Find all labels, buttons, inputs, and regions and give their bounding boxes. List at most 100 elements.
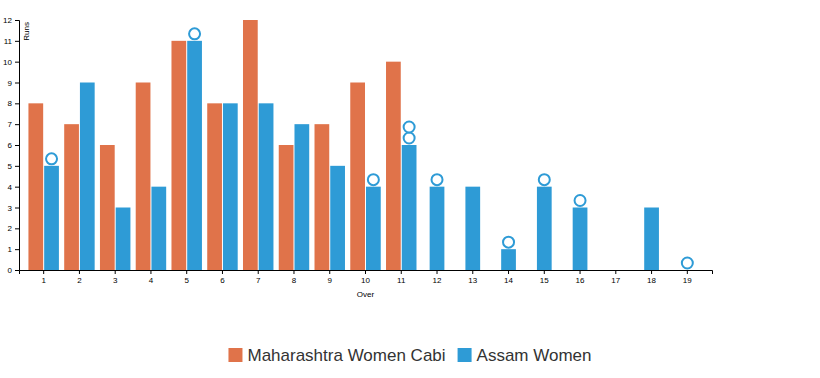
tick: 9 [328,270,333,285]
tick-label: 12 [3,16,12,25]
bar [171,41,186,270]
tick: 12 [433,270,442,285]
tick: 5 [184,270,189,285]
tick-label: 11 [397,276,406,285]
tick-label: 5 [184,276,189,285]
tick-mark [150,270,151,274]
tick-label: 13 [468,276,477,285]
legend-swatch [458,348,472,362]
tick-mark [222,270,223,274]
tick-mark [15,41,19,42]
tick-mark [365,270,366,274]
tick: 10 [3,58,19,67]
tick-mark [651,270,652,274]
tick-mark [115,270,116,274]
tick: 19 [683,270,692,285]
tick-label: 10 [3,58,12,67]
tick: 4 [149,270,154,285]
bar [537,187,552,270]
bar [136,83,151,271]
tick-mark [15,103,19,104]
tick: 3 [8,204,19,213]
wicket-marker [46,153,57,164]
plot-area [28,20,692,270]
tick-label: 4 [8,183,13,192]
tick: 7 [8,120,19,129]
wicket-marker [432,174,443,185]
tick-mark [15,20,19,21]
tick-mark [15,270,19,271]
bar [680,270,695,271]
tick-label: 3 [8,204,13,213]
tick-mark [79,270,80,274]
tick: 6 [8,141,19,150]
tick-mark [615,270,616,274]
tick-label: 19 [683,276,692,285]
tick-label: 1 [41,276,46,285]
tick-mark [329,270,330,274]
tick: 18 [647,270,656,285]
tick: 1 [8,245,19,254]
tick: 7 [256,270,261,285]
wicket-markers [46,28,693,268]
bar [608,270,623,271]
tick-mark [508,270,509,274]
wicket-marker [539,174,550,185]
tick-label: 9 [328,276,333,285]
tick-mark [43,270,44,274]
wicket-marker [368,174,379,185]
tick: 17 [611,270,620,285]
tick-label: 18 [647,276,656,285]
tick-mark [15,249,19,250]
tick-label: 7 [8,120,13,129]
bar [187,41,202,270]
wicket-marker [189,28,200,39]
legend-label: Maharashtra Women Cabi [247,346,445,365]
tick-label: 2 [77,276,82,285]
tick-label: 9 [8,79,13,88]
tick: 2 [8,224,19,233]
tick-label: 0 [8,266,13,275]
tick: 11 [4,37,19,46]
bar [151,187,166,270]
tick-mark [293,270,294,274]
tick-label: 2 [8,224,13,233]
legend-item: Assam Women [458,346,592,365]
bar [644,208,659,271]
tick-label: 6 [220,276,225,285]
tick: 9 [8,79,19,88]
tick-mark [15,228,19,229]
axis-line [15,21,20,271]
bar [386,62,401,270]
wicket-marker [682,258,693,269]
tick: 8 [292,270,297,285]
bar [430,187,445,270]
tick-mark [258,270,259,274]
tick-label: 7 [256,276,261,285]
bar [64,124,79,270]
tick: 8 [8,99,19,108]
tick-label: 5 [8,162,13,171]
tick: 10 [361,270,370,285]
tick-label: 3 [113,276,118,285]
tick-label: 14 [504,276,513,285]
tick-mark [15,124,19,125]
tick: 3 [113,270,118,285]
axis-line [20,271,713,275]
bar [330,166,345,270]
legend: Maharashtra Women Cabi Assam Women [228,346,591,365]
tick-label: 11 [4,37,13,46]
bar [315,124,330,270]
bar [243,20,258,270]
tick: 2 [77,270,82,285]
tick-mark [15,145,19,146]
tick-mark [544,270,545,274]
bar [402,145,417,270]
wicket-marker [404,122,415,133]
tick: 16 [576,270,585,285]
bar [501,249,516,270]
tick: 15 [540,270,549,285]
axis-title: Runs [22,22,31,41]
bar [259,103,274,270]
bar [207,103,222,270]
